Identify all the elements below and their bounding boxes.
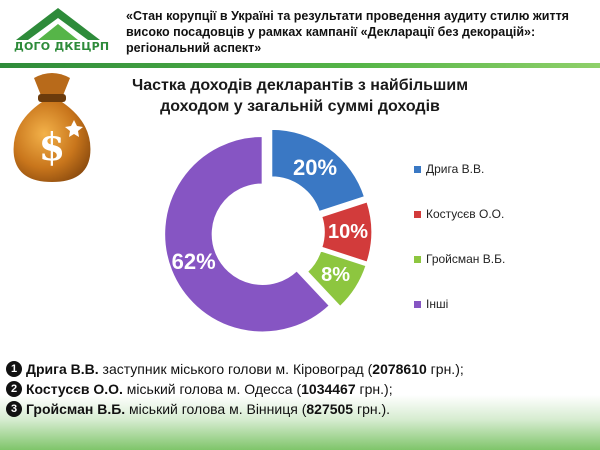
- slice-label: 10%: [328, 221, 368, 243]
- legend-item: Інші: [414, 295, 448, 313]
- note-name: Костусєв О.О.: [26, 381, 123, 397]
- slice-label: 62%: [172, 249, 216, 274]
- header: ДОГО ДКЕЦРП «Стан корупції в Україні та …: [0, 0, 600, 64]
- slice-4: [163, 135, 331, 333]
- legend-label: Дрига В.В.: [426, 162, 485, 176]
- note-item: 1 Дрига В.В. заступник міського голови м…: [6, 359, 596, 379]
- logo-icon: [16, 8, 100, 40]
- legend-label: Гройсман В.Б.: [426, 252, 506, 266]
- notes-list: 1 Дрига В.В. заступник міського голови м…: [6, 359, 596, 419]
- legend-swatch: [414, 300, 421, 308]
- chart-title: Частка доходів декларантів з найбільшим …: [131, 77, 469, 115]
- note-item: 3 Гройсман В.Б. міський голова м. Вінниц…: [6, 399, 596, 419]
- logo-text: ДОГО ДКЕЦРП: [14, 40, 110, 53]
- header-divider: [0, 63, 600, 68]
- slice-3: [306, 249, 368, 308]
- legend-swatch: [414, 165, 421, 173]
- note-amount: 1034467: [301, 381, 356, 397]
- money-bag-icon: $: [13, 73, 91, 182]
- slice-1: [270, 128, 366, 213]
- slice-2: [320, 200, 373, 264]
- note-suffix: грн.);: [355, 381, 393, 397]
- note-name: Дрига В.В.: [26, 361, 99, 377]
- note-amount: 2078610: [372, 361, 427, 377]
- legend-item: Костусєв О.О.: [414, 205, 504, 223]
- note-number: 1: [6, 361, 22, 377]
- note-description: міський голова м. Вінниця (: [125, 401, 307, 417]
- donut-chart: 20% 10% 8% 62%: [163, 128, 373, 333]
- legend-swatch: [414, 210, 421, 218]
- note-description: заступник міського голови м. Кіровоград …: [98, 361, 373, 377]
- legend-item: Гройсман В.Б.: [414, 250, 505, 268]
- slice-label: 8%: [321, 264, 350, 286]
- note-name: Гройсман В.Б.: [26, 401, 126, 417]
- note-suffix: грн.).: [353, 401, 391, 417]
- note-number: 2: [6, 381, 22, 397]
- legend-label: Інші: [426, 297, 449, 311]
- legend-item: Дрига В.В.: [414, 160, 484, 178]
- note-amount: 827505: [306, 401, 354, 417]
- note-description: міський голова м. Одесса (: [122, 381, 302, 397]
- legend-label: Костусєв О.О.: [426, 207, 505, 221]
- note-item: 2 Костусєв О.О. міський голова м. Одесса…: [6, 379, 596, 399]
- slice-label: 20%: [293, 155, 337, 180]
- note-number: 3: [6, 401, 22, 417]
- note-suffix: грн.);: [426, 361, 464, 377]
- footer-band: [0, 395, 600, 450]
- legend-swatch: [414, 255, 421, 263]
- svg-text:$: $: [39, 124, 65, 169]
- header-title: «Стан корупції в Україні та результати п…: [126, 9, 569, 55]
